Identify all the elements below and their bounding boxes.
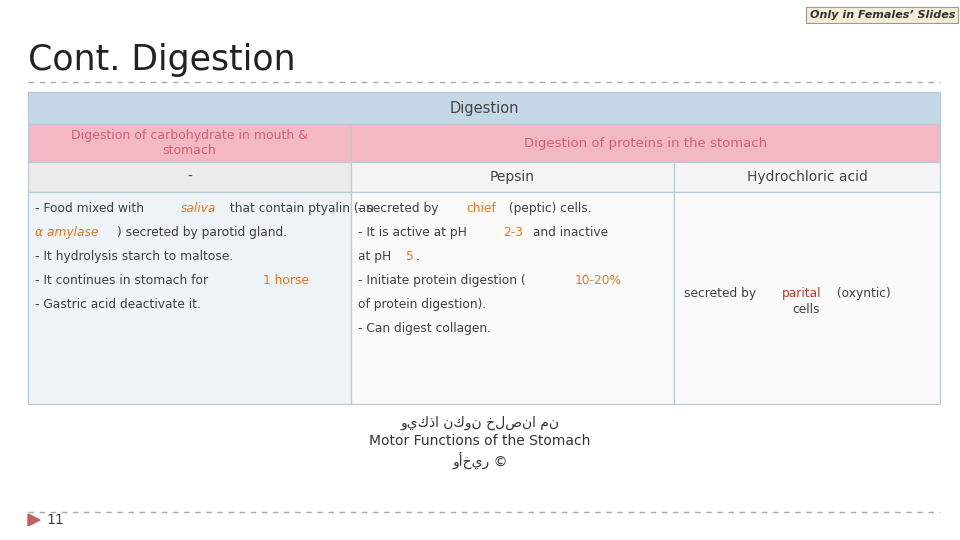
Text: -: -: [187, 170, 192, 184]
Text: parital: parital: [782, 287, 822, 300]
Bar: [351, 124, 940, 162]
Text: Digestion: Digestion: [449, 100, 518, 116]
Bar: [28, 162, 351, 192]
Text: (oxyntic): (oxyntic): [833, 287, 891, 300]
Text: - Can digest collagen.: - Can digest collagen.: [358, 322, 491, 335]
Bar: [674, 192, 940, 404]
Text: Cont. Digestion: Cont. Digestion: [28, 43, 296, 77]
Text: of protein digestion).: of protein digestion).: [358, 298, 487, 311]
Text: ويكذا نكون خلصنا من: ويكذا نكون خلصنا من: [400, 416, 560, 430]
Text: and inactive: and inactive: [529, 226, 609, 239]
Text: chief: chief: [467, 202, 496, 215]
Text: Motor Functions of the Stomach: Motor Functions of the Stomach: [370, 434, 590, 448]
Bar: [28, 124, 351, 162]
Text: Digestion of proteins in the stomach: Digestion of proteins in the stomach: [524, 137, 767, 150]
Text: - It continues in stomach for: - It continues in stomach for: [35, 274, 212, 287]
Bar: [28, 92, 940, 124]
Text: 2-3: 2-3: [503, 226, 523, 239]
Text: α amylase: α amylase: [35, 226, 98, 239]
Text: Hydrochloric acid: Hydrochloric acid: [747, 170, 868, 184]
Text: - secreted by: - secreted by: [358, 202, 443, 215]
Bar: [351, 192, 674, 404]
Bar: [674, 162, 940, 192]
Text: وأخير ©: وأخير ©: [452, 452, 508, 469]
Text: 1 horse: 1 horse: [263, 274, 309, 287]
Text: secreted by: secreted by: [684, 287, 760, 300]
Text: (peptic) cells.: (peptic) cells.: [505, 202, 592, 215]
Text: - Gastric acid deactivate it.: - Gastric acid deactivate it.: [35, 298, 201, 311]
Text: 11: 11: [46, 513, 63, 527]
Text: - Initiate protein digestion (: - Initiate protein digestion (: [358, 274, 526, 287]
Text: at pH: at pH: [358, 250, 396, 263]
Polygon shape: [28, 514, 40, 526]
Text: that contain ptyalin (an: that contain ptyalin (an: [227, 202, 374, 215]
Text: 10-20%: 10-20%: [574, 274, 621, 287]
Text: - It is active at pH: - It is active at pH: [358, 226, 470, 239]
Text: Digestion of carbohydrate in mouth &
stomach: Digestion of carbohydrate in mouth & sto…: [71, 129, 308, 157]
Text: Pepsin: Pepsin: [490, 170, 535, 184]
Bar: [351, 162, 674, 192]
Bar: [28, 192, 351, 404]
Text: .: .: [416, 250, 420, 263]
Text: saliva: saliva: [180, 202, 216, 215]
Text: ) secreted by parotid gland.: ) secreted by parotid gland.: [117, 226, 287, 239]
Text: Only in Females’ Slides: Only in Females’ Slides: [809, 10, 955, 20]
Text: - Food mixed with: - Food mixed with: [35, 202, 148, 215]
Text: 5: 5: [406, 250, 414, 263]
Text: - It hydrolysis starch to maltose.: - It hydrolysis starch to maltose.: [35, 250, 233, 263]
Text: cells: cells: [792, 303, 820, 316]
